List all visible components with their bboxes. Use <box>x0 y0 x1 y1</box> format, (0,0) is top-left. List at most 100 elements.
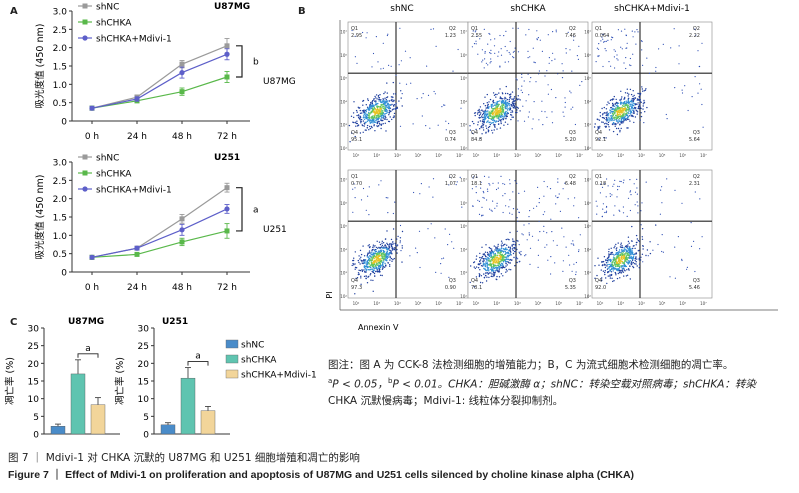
event-dot <box>657 243 659 246</box>
event-dot <box>507 261 510 263</box>
event-dot <box>378 259 380 261</box>
event-dot <box>536 30 538 32</box>
event-dot <box>600 269 602 271</box>
event-dot <box>474 114 476 117</box>
event-dot <box>596 274 598 277</box>
event-dot <box>562 188 564 190</box>
event-dot <box>569 49 571 51</box>
event-dot <box>368 129 370 131</box>
event-dot <box>604 48 606 50</box>
event-dot <box>628 260 631 263</box>
event-dot <box>607 114 610 116</box>
event-dot <box>374 121 376 124</box>
event-dot <box>392 93 395 95</box>
event-dot <box>356 111 358 113</box>
event-dot <box>612 107 614 110</box>
event-dot <box>609 275 611 277</box>
event-dot <box>606 268 609 270</box>
event-dot <box>377 251 379 253</box>
event-dot <box>617 59 619 61</box>
event-dot <box>389 265 391 267</box>
event-dot <box>541 50 543 53</box>
event-dot <box>691 96 693 98</box>
event-dot <box>563 115 565 117</box>
event-dot <box>622 122 624 124</box>
event-dot <box>498 276 501 278</box>
flow-y-tick-label: 10³ <box>460 123 467 128</box>
event-dot <box>481 206 483 208</box>
event-dot <box>600 183 602 185</box>
flow-x-axis-title: Annexin V <box>358 323 399 332</box>
note-p2: P < 0.01。CHKA：胆碱激酶 α；shNC：转染空载对照病毒；shCHK… <box>392 378 756 391</box>
event-dot <box>380 127 382 130</box>
event-dot <box>386 34 388 37</box>
event-dot <box>631 108 633 110</box>
event-dot <box>602 260 605 263</box>
event-dot <box>495 106 497 108</box>
quadrant-name-q2: Q2 <box>449 174 456 180</box>
event-dot <box>635 244 637 246</box>
event-dot <box>386 106 388 108</box>
event-dot <box>514 107 516 109</box>
event-dot <box>490 275 493 277</box>
event-dot <box>652 249 654 251</box>
event-dot <box>625 103 627 105</box>
event-dot <box>388 112 390 114</box>
event-dot <box>497 123 500 126</box>
event-dot <box>617 272 619 275</box>
event-dot <box>378 184 380 186</box>
event-dot <box>495 266 497 269</box>
event-dot <box>512 27 514 29</box>
event-dot <box>508 99 510 101</box>
event-dot <box>498 108 500 110</box>
event-dot <box>483 114 486 117</box>
event-dot <box>630 257 633 260</box>
event-dot <box>595 200 597 202</box>
event-dot <box>493 111 495 114</box>
event-dot <box>391 245 393 248</box>
event-dot <box>604 112 606 114</box>
event-dot <box>514 99 517 102</box>
event-dot <box>623 248 625 251</box>
event-dot <box>366 32 368 34</box>
event-dot <box>384 97 386 99</box>
event-dot <box>627 236 630 238</box>
event-dot <box>601 186 604 188</box>
event-dot <box>496 265 498 267</box>
event-dot <box>505 238 507 241</box>
event-dot <box>492 262 494 264</box>
event-dot <box>511 213 513 215</box>
event-dot <box>645 181 647 183</box>
event-dot <box>626 116 629 119</box>
event-dot <box>628 102 630 104</box>
event-dot <box>425 125 427 127</box>
event-dot <box>613 259 615 262</box>
event-dot <box>364 259 366 261</box>
event-dot <box>504 183 506 185</box>
event-dot <box>621 268 623 270</box>
event-dot <box>490 58 492 60</box>
event-dot <box>625 251 628 253</box>
event-dot <box>376 122 378 125</box>
event-dot <box>381 115 383 117</box>
event-dot <box>375 109 377 112</box>
event-dot <box>389 242 391 245</box>
event-dot <box>382 252 384 254</box>
event-dot <box>400 90 402 92</box>
event-dot <box>354 56 356 58</box>
event-dot <box>608 255 610 258</box>
event-dot <box>503 248 505 250</box>
event-dot <box>501 119 503 121</box>
event-dot <box>389 251 391 254</box>
event-dot <box>607 112 610 115</box>
event-dot <box>377 94 380 97</box>
event-dot <box>366 260 369 263</box>
event-dot <box>697 50 699 52</box>
panel-letter-a: A <box>10 6 18 17</box>
event-dot <box>639 94 642 96</box>
event-dot <box>482 127 484 129</box>
flow-cytometry-grid: shNC shCHKA shCHKA+Mdivi-1U87MGU251PIAnnex… <box>263 4 778 332</box>
event-dot <box>620 265 622 267</box>
event-dot <box>379 110 381 113</box>
event-dot <box>399 237 402 239</box>
